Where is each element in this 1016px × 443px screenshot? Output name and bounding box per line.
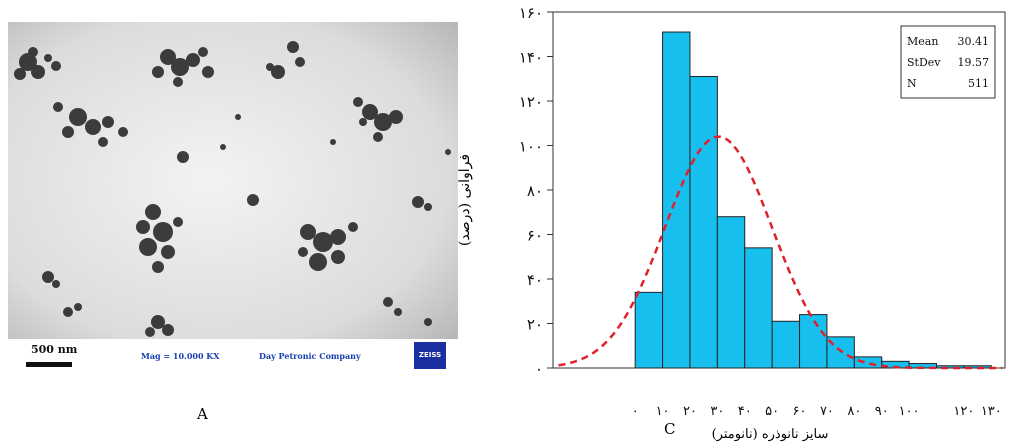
plot-area: ۰ ۲۰ ۴۰ ۶۰ ۸۰ ۱۰۰ ۱۲۰ ۱۴۰ ۱۶۰ ۰ ۱۰ ۲۰ ۳۰ ۴۰ ۵۰ ۶۰ ۷۰ ۸۰ ۹۰… bbox=[519, 4, 1006, 419]
histogram-bar bbox=[716, 216, 746, 369]
x-tick-label: ۵۰ bbox=[765, 404, 779, 419]
x-tick-label: ۱۲۰ bbox=[953, 404, 974, 419]
x-tick-label: ۰ bbox=[632, 404, 639, 419]
y-tick-label: ۸۰ bbox=[527, 182, 543, 200]
y-tick-label: ۶۰ bbox=[527, 227, 543, 245]
x-tick-label: ۸۰ bbox=[847, 404, 861, 419]
stats-value: 19.57 bbox=[958, 56, 990, 69]
stats-label: StDev bbox=[907, 56, 941, 69]
stats-label: N bbox=[907, 77, 917, 90]
x-tick-label: ۱۰ bbox=[656, 404, 670, 419]
stats-value: 511 bbox=[968, 77, 989, 90]
y-tick-label: ۱۴۰ bbox=[519, 49, 543, 67]
tem-micrograph-image bbox=[8, 22, 458, 339]
x-tick-label: ۳۰ bbox=[710, 404, 724, 419]
size-histogram-chart: ۰ ۲۰ ۴۰ ۶۰ ۸۰ ۱۰۰ ۱۲۰ ۱۴۰ ۱۶۰ ۰ ۱۰ ۲۰ ۳۰ ۴۰ ۵۰ ۶۰ ۷۰ ۸۰ ۹۰… bbox=[457, 4, 1006, 442]
x-tick-label: ۷۰ bbox=[820, 404, 834, 419]
zeiss-logo: ZEISS bbox=[414, 342, 446, 369]
y-tick-label: ۱۰۰ bbox=[519, 138, 543, 156]
micrograph-info-bar: 500 nm Mag = 10.000 KX Day Petronic Comp… bbox=[8, 339, 458, 375]
stats-label: Mean bbox=[907, 35, 938, 48]
tem-micrograph-panel: 500 nm Mag = 10.000 KX Day Petronic Comp… bbox=[8, 22, 458, 377]
histogram-bar bbox=[799, 314, 828, 369]
normal-fit-curve bbox=[558, 135, 1003, 370]
panel-a-letter: A bbox=[197, 405, 208, 423]
x-axis-label: سایز نانوذره (نانومتر) bbox=[712, 427, 829, 442]
scale-bar bbox=[26, 362, 72, 367]
company-label: Day Petronic Company bbox=[259, 351, 361, 361]
x-tick-label: ۱۳۰ bbox=[981, 404, 1002, 419]
magnification-label: Mag = 10.000 KX bbox=[141, 351, 220, 361]
histogram-bar bbox=[662, 31, 691, 369]
y-tick-label: ۴۰ bbox=[527, 271, 543, 289]
histogram-bar bbox=[853, 356, 883, 369]
histogram-bar bbox=[771, 320, 801, 369]
y-tick-label: ۲۰ bbox=[527, 316, 543, 334]
histogram-bar bbox=[689, 76, 718, 369]
panel-c-letter: C bbox=[664, 420, 676, 438]
stats-value: 30.41 bbox=[958, 35, 990, 48]
y-axis-label: فراوانی (درصد) bbox=[457, 154, 473, 246]
y-tick-label: ۱۶۰ bbox=[519, 4, 543, 22]
x-tick-label: ۱۰۰ bbox=[899, 404, 920, 419]
y-tick-label: ۱۲۰ bbox=[519, 93, 543, 111]
stats-box bbox=[900, 25, 996, 99]
x-tick-label: ۴۰ bbox=[738, 404, 752, 419]
x-tick-label: ۶۰ bbox=[793, 404, 807, 419]
scale-bar-label: 500 nm bbox=[31, 343, 78, 356]
x-tick-label: ۲۰ bbox=[683, 404, 697, 419]
histogram-bar bbox=[634, 291, 664, 369]
y-tick-label: ۰ bbox=[535, 360, 543, 378]
histogram-bar bbox=[744, 247, 773, 369]
x-tick-label: ۹۰ bbox=[875, 404, 889, 419]
